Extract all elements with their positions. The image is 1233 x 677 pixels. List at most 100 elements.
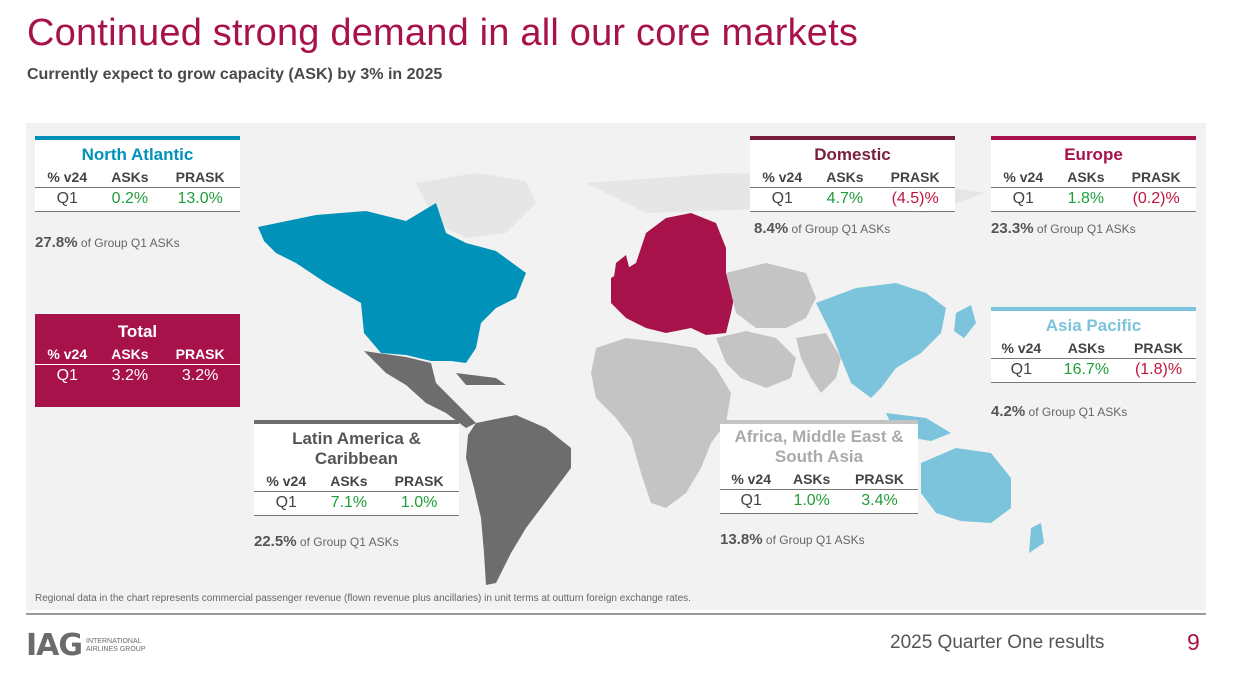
region-name: Asia Pacific [1045,316,1142,335]
cell-period: Q1 [254,491,319,516]
logo-text: INTERNATIONAL AIRLINES GROUP [86,637,146,653]
col-asks: ASKs [99,165,161,188]
col-prask: PRASK [841,467,918,490]
cell-prask: (4.5)% [875,187,955,212]
cell-asks: 0.2% [99,187,161,212]
table-row: Q1 16.7% (1.8)% [991,358,1196,383]
share-domestic: 8.4% of Group Q1 ASKs [754,220,890,237]
share-value: 13.8% [720,531,763,548]
share-text: of Group Q1 ASKs [80,236,180,250]
footnote: Regional data in the chart represents co… [35,593,691,604]
region-table: % v24 ASKs PRASK Q1 16.7% (1.8)% [991,336,1196,383]
results-label: 2025 Quarter One results [890,632,1105,653]
col-period: % v24 [750,165,815,188]
col-period: % v24 [35,342,100,365]
region-color-bar [35,136,240,140]
cell-asks: 1.0% [782,489,841,514]
col-period: % v24 [991,165,1056,188]
region-table: % v24 ASKs PRASK Q1 0.2% 13.0% [35,165,240,212]
europe-shape [611,213,736,335]
new-zealand-shape [1029,523,1044,553]
caribbean-shape [456,373,506,385]
cell-prask: 1.0% [379,491,459,516]
cell-period: Q1 [750,187,815,212]
table-row: Q1 3.2% 3.2% [35,365,240,389]
share-europe: 23.3% of Group Q1 ASKs [991,220,1136,237]
region-card-africa-me-sa: Africa, Middle East & South Asia % v24 A… [720,420,918,514]
cell-prask: 3.4% [841,489,918,514]
cell-period: Q1 [35,187,100,212]
region-card-total: Total % v24 ASKs PRASK Q1 3.2% 3.2% [35,314,240,407]
cell-period: Q1 [56,367,78,384]
region-card-europe: Europe % v24 ASKs PRASK Q1 1.8% (0.2)% [991,136,1196,212]
cell-prask: (0.2)% [1116,187,1196,212]
page-number: 9 [1187,629,1200,655]
share-north-atlantic: 27.8% of Group Q1 ASKs [35,234,180,251]
col-period: % v24 [254,469,319,492]
col-prask: PRASK [1116,165,1196,188]
share-value: 22.5% [254,533,297,550]
cell-asks: 7.1% [318,491,380,516]
region-name: Total [117,322,158,341]
col-period: % v24 [991,336,1052,359]
share-asia-pacific: 4.2% of Group Q1 ASKs [991,403,1127,420]
region-name: Europe [1064,145,1123,164]
australia-shape [921,448,1011,523]
col-asks: ASKs [782,467,841,490]
region-card-domestic: Domestic % v24 ASKs PRASK Q1 4.7% (4.5)% [750,136,955,212]
region-table: % v24 ASKs PRASK Q1 1.0% 3.4% [720,467,918,514]
col-asks: ASKs [99,342,161,365]
table-row: Q1 1.8% (0.2)% [991,187,1196,212]
region-card-north-atlantic: North Atlantic % v24 ASKs PRASK Q1 0.2% … [35,136,240,212]
table-row: Q1 4.7% (4.5)% [750,187,955,212]
south-america-shape [466,415,571,585]
africa-shape [591,338,731,508]
iag-logo: IAG INTERNATIONAL AIRLINES GROUP [26,628,158,663]
page-title: Continued strong demand in all our core … [27,12,859,54]
cell-period: Q1 [720,489,783,514]
japan-shape [954,305,976,338]
page-subtitle: Currently expect to grow capacity (ASK) … [27,66,443,83]
share-text: of Group Q1 ASKs [791,222,891,236]
region-color-bar [750,136,955,140]
col-asks: ASKs [1051,336,1122,359]
region-card-asia-pacific: Asia Pacific % v24 ASKs PRASK Q1 16.7% (… [991,307,1196,383]
col-asks: ASKs [814,165,876,188]
middle-east-shape [716,331,796,388]
region-card-latin-america: Latin America & Caribbean % v24 ASKs PRA… [254,420,459,516]
russia-central-asia-shape [726,263,816,328]
share-latin-america: 22.5% of Group Q1 ASKs [254,533,399,550]
share-text: of Group Q1 ASKs [765,533,865,547]
region-name: Latin America & Caribbean [292,429,421,468]
share-text: of Group Q1 ASKs [299,535,399,549]
cell-asks: 16.7% [1051,358,1122,383]
share-text: of Group Q1 ASKs [1036,222,1136,236]
share-value: 8.4% [754,220,789,237]
footer-divider [26,613,1206,615]
central-america-shape [364,351,476,428]
region-name: North Atlantic [81,145,194,164]
region-table: % v24 ASKs PRASK Q1 1.8% (0.2)% [991,165,1196,212]
col-period: % v24 [35,165,100,188]
south-asia-shape [796,333,841,393]
greenland-shape [416,173,536,238]
col-prask: PRASK [1121,336,1196,359]
region-name: Africa, Middle East & South Asia [734,427,904,466]
table-row: Q1 1.0% 3.4% [720,489,918,514]
table-row: Q1 0.2% 13.0% [35,187,240,212]
region-name: Domestic [814,145,891,164]
cell-prask: 3.2% [181,367,219,384]
share-value: 27.8% [35,234,78,251]
col-prask: PRASK [875,165,955,188]
col-prask: PRASK [160,165,240,188]
col-asks: ASKs [318,469,380,492]
cell-asks: 4.7% [814,187,876,212]
cell-period: Q1 [991,187,1056,212]
col-period: % v24 [720,467,783,490]
north-america-shape [258,203,526,363]
logo-mark: IAG [26,628,83,663]
asia-shape [816,283,946,398]
region-color-bar [254,420,459,424]
col-prask: PRASK [160,342,240,365]
region-color-bar [720,420,918,424]
